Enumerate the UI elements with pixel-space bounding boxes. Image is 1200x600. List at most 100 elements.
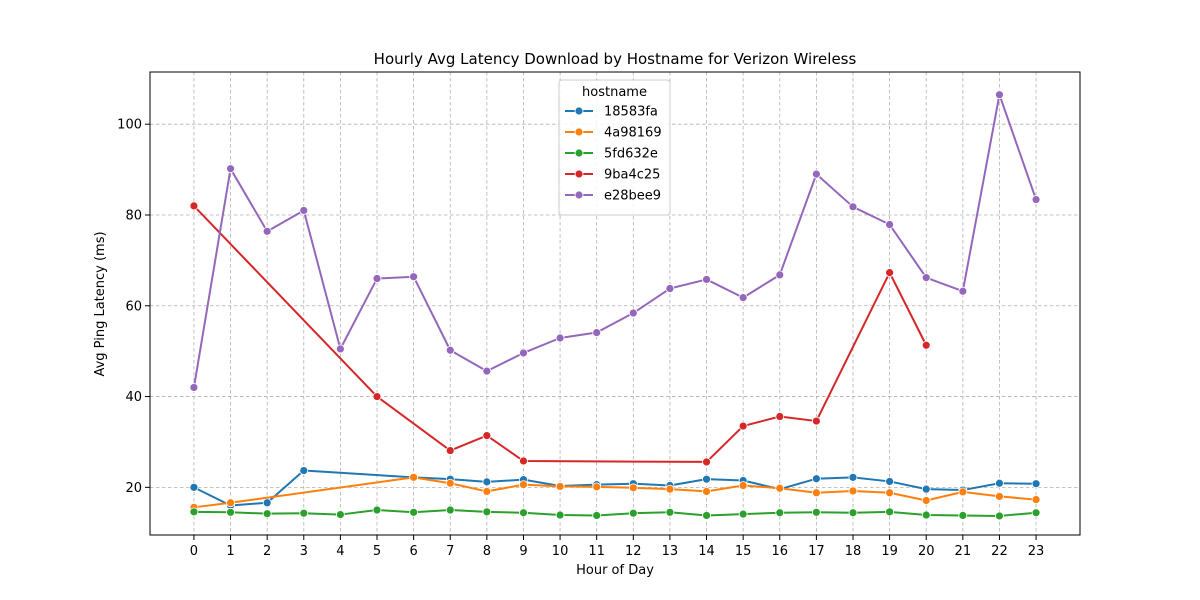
x-tick-label: 8 bbox=[483, 544, 491, 559]
data-point bbox=[811, 169, 821, 179]
x-tick-label: 18 bbox=[845, 544, 862, 559]
data-point bbox=[482, 431, 492, 440]
legend-marker bbox=[574, 127, 584, 137]
data-point bbox=[262, 498, 272, 508]
data-point bbox=[995, 478, 1004, 488]
data-point bbox=[738, 509, 748, 519]
data-point bbox=[958, 286, 968, 296]
x-tick-label: 11 bbox=[588, 544, 605, 559]
data-point bbox=[738, 421, 748, 431]
x-tick-label: 13 bbox=[662, 544, 679, 559]
x-tick-label: 17 bbox=[808, 544, 825, 559]
series-line bbox=[192, 93, 1038, 388]
data-point bbox=[702, 511, 711, 520]
data-point bbox=[372, 505, 382, 515]
x-tick-label: 22 bbox=[991, 544, 1008, 559]
data-point bbox=[775, 508, 785, 518]
x-tick-label: 15 bbox=[735, 544, 752, 559]
data-point bbox=[848, 508, 858, 518]
y-tick-label: 60 bbox=[125, 299, 142, 314]
data-point bbox=[921, 484, 931, 494]
legend-item: e28bee9 bbox=[565, 189, 661, 204]
legend-label: 9ba4c25 bbox=[604, 168, 660, 183]
legend: hostname 18583fa 4a98169 5fd632e 9ba4c25 e28b… bbox=[558, 79, 671, 216]
plot-frame bbox=[149, 71, 1081, 536]
data-point bbox=[262, 509, 272, 519]
legend-marker bbox=[574, 106, 584, 116]
x-tick-label: 20 bbox=[918, 544, 935, 559]
series-4a98169 bbox=[189, 472, 1041, 512]
legend-item: 18583fa bbox=[565, 105, 658, 120]
data-point bbox=[848, 472, 858, 482]
data-point bbox=[299, 206, 309, 215]
data-point bbox=[1031, 508, 1041, 518]
data-point bbox=[226, 164, 235, 174]
data-point bbox=[958, 487, 968, 497]
series-line bbox=[193, 469, 1037, 507]
data-point bbox=[445, 345, 455, 355]
legend-marker bbox=[574, 190, 584, 200]
data-point bbox=[519, 480, 528, 490]
data-point bbox=[958, 511, 968, 520]
data-point bbox=[1031, 479, 1041, 489]
legend-box bbox=[558, 79, 671, 216]
x-tick-label: 9 bbox=[519, 544, 527, 559]
data-point bbox=[445, 446, 455, 455]
data-point bbox=[335, 344, 345, 354]
x-tick-label: 19 bbox=[881, 544, 898, 559]
legend-label: 4a98169 bbox=[604, 126, 662, 141]
data-point bbox=[702, 474, 711, 484]
data-point bbox=[519, 508, 528, 518]
data-point bbox=[555, 482, 565, 491]
data-point bbox=[995, 90, 1004, 100]
data-point bbox=[482, 366, 492, 376]
x-tick-label: 3 bbox=[300, 544, 308, 559]
x-tick-label: 23 bbox=[1028, 544, 1045, 559]
legend-title: hostname bbox=[582, 85, 647, 100]
data-point bbox=[1031, 495, 1041, 504]
data-point bbox=[995, 492, 1004, 501]
data-point bbox=[445, 505, 455, 515]
x-tick-label: 16 bbox=[771, 544, 788, 559]
data-point bbox=[921, 340, 931, 350]
data-point bbox=[299, 466, 309, 475]
data-point bbox=[885, 220, 895, 229]
y-axis-label: Avg Ping Latency (ms) bbox=[93, 231, 108, 376]
y-axis: 20 40 60 80 100 bbox=[117, 118, 150, 496]
series-5fd632e bbox=[189, 505, 1041, 521]
x-tick-label: 1 bbox=[226, 544, 234, 559]
y-tick-label: 100 bbox=[117, 118, 142, 133]
x-tick-label: 21 bbox=[955, 544, 972, 559]
data-point bbox=[921, 496, 931, 505]
legend-marker bbox=[574, 148, 584, 158]
data-point bbox=[519, 348, 528, 358]
data-point bbox=[665, 284, 675, 293]
data-point bbox=[226, 498, 235, 508]
data-point bbox=[811, 416, 821, 426]
data-point bbox=[921, 273, 931, 283]
data-point bbox=[738, 293, 748, 302]
series-line bbox=[193, 476, 1037, 509]
data-point bbox=[885, 507, 895, 517]
x-axis-label: Hour of Day bbox=[576, 563, 654, 578]
legend-marker bbox=[574, 169, 584, 179]
data-point bbox=[811, 488, 821, 498]
y-tick-label: 20 bbox=[125, 481, 142, 496]
data-point bbox=[628, 483, 638, 493]
data-point bbox=[702, 457, 711, 467]
data-point bbox=[811, 474, 821, 484]
x-tick-label: 7 bbox=[446, 544, 454, 559]
data-point bbox=[592, 511, 602, 520]
data-point bbox=[409, 472, 419, 482]
y-tick-label: 80 bbox=[125, 208, 142, 223]
data-point bbox=[885, 488, 895, 498]
data-point bbox=[372, 274, 382, 283]
data-point bbox=[519, 456, 528, 466]
data-point bbox=[555, 510, 565, 520]
data-point bbox=[189, 482, 199, 492]
data-point bbox=[702, 487, 711, 496]
data-point bbox=[775, 412, 785, 421]
x-tick-label: 2 bbox=[263, 544, 271, 559]
x-tick-label: 6 bbox=[409, 544, 417, 559]
